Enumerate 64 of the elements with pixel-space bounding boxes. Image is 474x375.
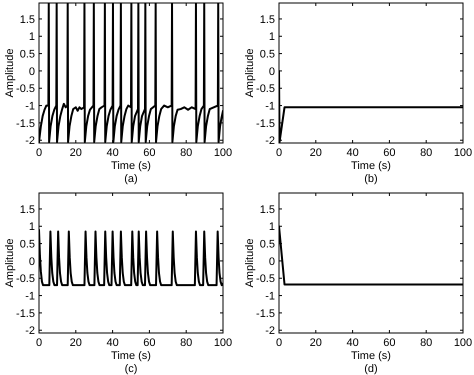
x-tick-label: 40 bbox=[106, 337, 119, 349]
y-tick-label: -1 bbox=[25, 290, 35, 302]
y-tick-label: -0.5 bbox=[256, 83, 275, 96]
y-tick-label: 1 bbox=[268, 31, 275, 44]
x-tick-label: 100 bbox=[214, 337, 232, 349]
y-axis-title: Amplitude bbox=[4, 238, 16, 288]
y-tick-label: -1 bbox=[265, 100, 275, 112]
y-tick-label: -2 bbox=[265, 325, 275, 338]
x-tick-label: 80 bbox=[420, 337, 432, 349]
text: (c) bbox=[124, 363, 138, 375]
y-tick-label: 1 bbox=[28, 221, 35, 234]
x-tick-label: 60 bbox=[143, 337, 156, 349]
y-axis-title: Amplitude bbox=[4, 48, 16, 98]
y-axis-title: Amplitude bbox=[244, 238, 256, 288]
x-tick-label: 20 bbox=[70, 337, 82, 349]
text: (a) bbox=[124, 173, 138, 185]
y-tick-label: 1 bbox=[28, 31, 35, 44]
y-tick-label: -1 bbox=[265, 290, 275, 302]
y-tick-label: -1.5 bbox=[16, 308, 35, 320]
x-tick-label: 100 bbox=[214, 147, 232, 159]
x-axis-title: Time (s) bbox=[111, 350, 151, 362]
y-tick-label: 0.5 bbox=[20, 48, 35, 60]
y-tick-label: 0 bbox=[28, 66, 35, 78]
x-tick-label: 80 bbox=[180, 147, 192, 159]
x-tick-label: 60 bbox=[383, 337, 396, 349]
y-tick-label: 1.5 bbox=[20, 14, 35, 26]
y-tick-label: -1.5 bbox=[256, 118, 275, 130]
x-tick-label: 60 bbox=[383, 147, 396, 159]
y-tick-label: 1 bbox=[268, 221, 275, 234]
x-axis-title: Time (s) bbox=[111, 160, 151, 172]
x-axis-title: Time (s) bbox=[351, 350, 391, 362]
y-tick-label: -0.5 bbox=[256, 273, 275, 286]
y-tick-label: -2 bbox=[25, 325, 35, 338]
y-tick-label: 0 bbox=[268, 256, 275, 268]
x-tick-label: 80 bbox=[180, 337, 192, 349]
x-axis-title: Time (s) bbox=[351, 160, 391, 172]
x-tick-label: 100 bbox=[454, 337, 472, 349]
x-tick-label: 20 bbox=[70, 147, 82, 159]
y-tick-label: -1 bbox=[25, 100, 35, 112]
x-tick-label: 40 bbox=[346, 147, 359, 159]
y-axis-title: Amplitude bbox=[244, 48, 256, 98]
x-tick-label: 100 bbox=[454, 147, 472, 159]
y-tick-label: -2 bbox=[265, 135, 275, 148]
x-tick-label: 60 bbox=[143, 147, 156, 159]
y-tick-label: -2 bbox=[25, 135, 35, 148]
x-tick-label: 80 bbox=[420, 147, 432, 159]
x-tick-label: 20 bbox=[310, 337, 322, 349]
y-tick-label: 0 bbox=[268, 66, 275, 78]
x-tick-label: 20 bbox=[310, 147, 322, 159]
text: (d) bbox=[364, 363, 378, 375]
x-tick-label: 40 bbox=[346, 337, 359, 349]
y-tick-label: -1.5 bbox=[16, 118, 35, 130]
y-tick-label: 0.5 bbox=[20, 238, 35, 250]
y-tick-label: -0.5 bbox=[16, 273, 35, 286]
y-tick-label: 1.5 bbox=[20, 204, 35, 216]
y-tick-label: -0.5 bbox=[16, 83, 35, 96]
y-tick-label: 1.5 bbox=[260, 204, 275, 216]
y-tick-label: 0.5 bbox=[260, 48, 275, 60]
y-tick-label: 0.5 bbox=[260, 238, 275, 250]
y-tick-label: 0 bbox=[28, 256, 35, 268]
y-tick-label: -1.5 bbox=[256, 308, 275, 320]
y-tick-label: 1.5 bbox=[260, 14, 275, 26]
text: (b) bbox=[364, 173, 378, 185]
x-tick-label: 40 bbox=[106, 147, 119, 159]
